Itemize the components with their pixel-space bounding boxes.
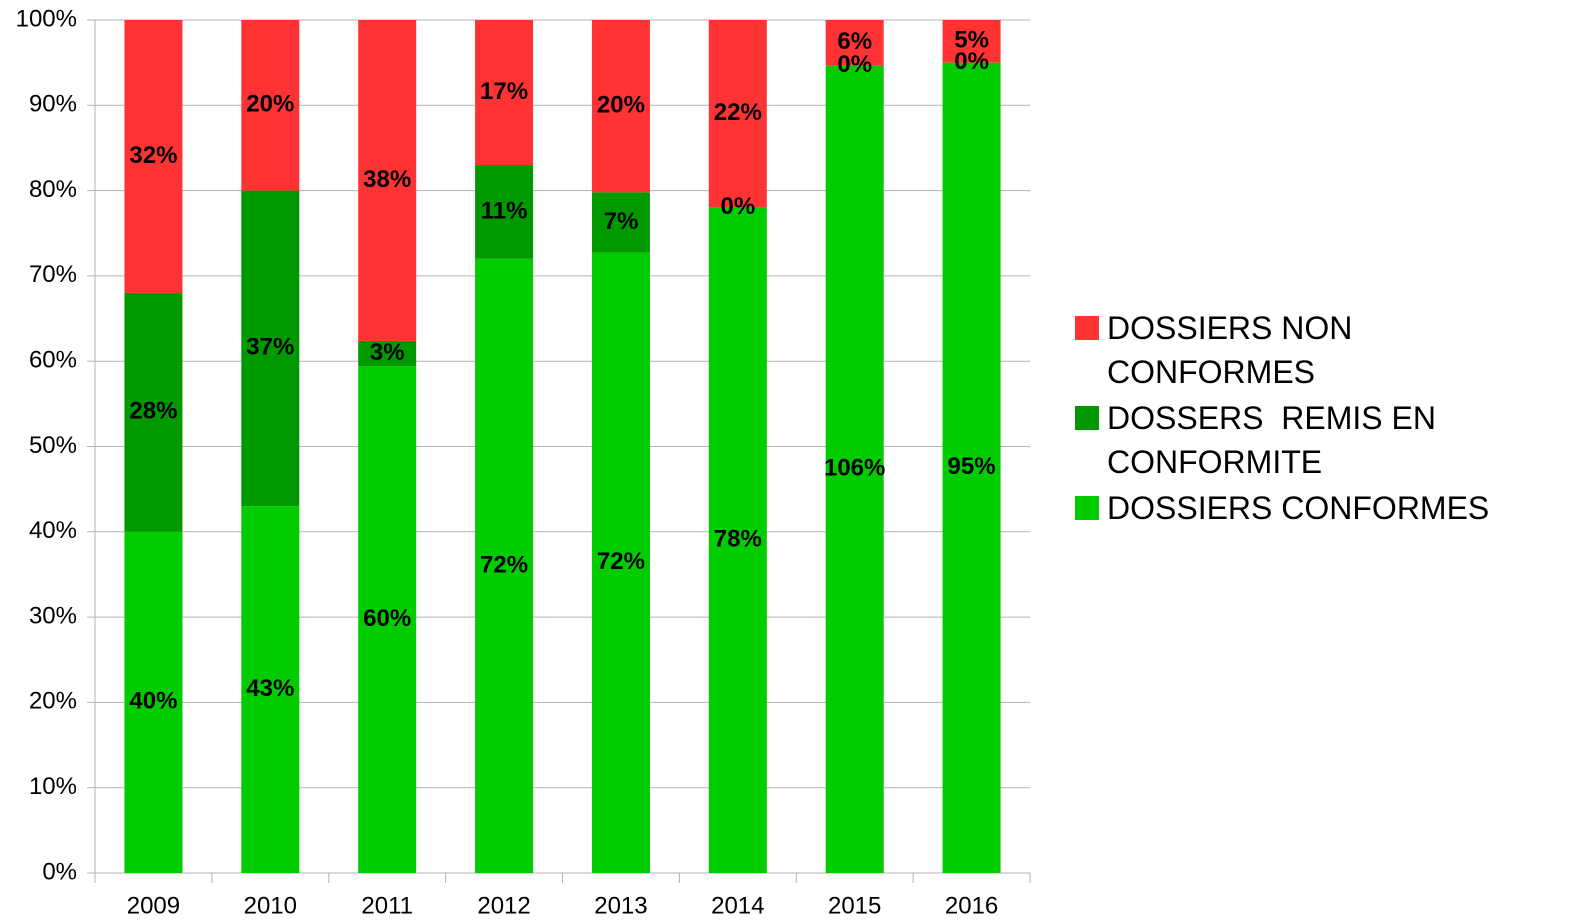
y-tick-label: 30% — [29, 602, 77, 629]
x-tick-label: 2014 — [711, 892, 764, 919]
value-label: 5% — [954, 27, 989, 54]
value-label: 32% — [129, 142, 177, 169]
x-tick-label: 2016 — [945, 892, 998, 919]
bar-segment — [591, 192, 650, 253]
y-tick-label: 50% — [29, 432, 77, 459]
bar-segment — [124, 292, 183, 532]
y-tick-label: 0% — [42, 858, 77, 885]
value-label: 20% — [597, 92, 645, 119]
legend-label: DOSSERS REMIS EN CONFORMITE — [1107, 400, 1445, 480]
y-tick-label: 10% — [29, 773, 77, 800]
value-label: 43% — [246, 675, 294, 702]
legend-label: DOSSIERS NON CONFORMES — [1107, 310, 1362, 390]
x-tick-label: 2009 — [127, 892, 180, 919]
x-tick-label: 2015 — [828, 892, 881, 919]
value-label: 28% — [129, 398, 177, 425]
legend-item: DOSSERS REMIS EN CONFORMITE — [1075, 396, 1555, 484]
value-label: 0% — [720, 193, 755, 220]
x-tick-label: 2012 — [477, 892, 530, 919]
value-label: 72% — [597, 548, 645, 575]
bar-segment — [942, 62, 1001, 873]
value-label: 106% — [824, 455, 885, 482]
bar-segment — [591, 252, 650, 874]
bar-segment — [241, 20, 300, 191]
value-label: 0% — [954, 48, 989, 75]
legend: DOSSIERS NON CONFORMES DOSSERS REMIS EN C… — [1075, 306, 1555, 532]
legend-item: DOSSIERS CONFORMES — [1075, 486, 1555, 530]
bar-segment — [475, 20, 534, 166]
y-tick-label: 40% — [29, 517, 77, 544]
legend-swatch — [1075, 406, 1099, 430]
bar-segment — [708, 20, 767, 208]
value-label: 11% — [481, 197, 528, 224]
value-label: 3% — [370, 339, 405, 366]
value-label: 20% — [246, 91, 294, 118]
y-tick-label: 70% — [29, 261, 77, 288]
y-tick-label: 80% — [29, 176, 77, 203]
x-tick-label: 2011 — [361, 892, 413, 919]
x-tick-label: 2010 — [244, 892, 297, 919]
bar-segment — [825, 20, 884, 66]
bar-segment — [475, 165, 534, 259]
value-label: 95% — [948, 453, 996, 480]
value-label: 17% — [480, 78, 528, 105]
legend-item: DOSSIERS NON CONFORMES — [1075, 306, 1555, 394]
y-tick-label: 100% — [16, 5, 77, 32]
bar-segment — [358, 366, 417, 873]
value-label: 0% — [837, 51, 872, 78]
bar-segment — [241, 506, 300, 873]
bar-segment — [124, 531, 183, 873]
bar-segment — [475, 258, 534, 874]
value-label: 60% — [363, 605, 411, 632]
value-label: 7% — [604, 208, 639, 235]
value-label: 72% — [480, 551, 528, 578]
value-label: 40% — [129, 688, 177, 715]
bar-segment — [708, 207, 767, 873]
x-tick-label: 2013 — [594, 892, 647, 919]
value-label: 6% — [837, 28, 872, 55]
legend-swatch — [1075, 316, 1099, 340]
bar-segment — [358, 20, 417, 341]
bar-segment — [591, 20, 650, 193]
y-tick-label: 20% — [29, 688, 77, 715]
bar-segment — [358, 340, 417, 367]
bar-segment — [825, 65, 884, 874]
legend-label: DOSSIERS CONFORMES — [1107, 490, 1490, 526]
bar-segment — [942, 20, 1001, 63]
value-label: 38% — [363, 166, 411, 193]
y-tick-label: 90% — [29, 91, 77, 118]
value-label: 22% — [714, 99, 762, 126]
bar-segment — [124, 20, 183, 293]
value-label: 78% — [714, 526, 762, 553]
bar-segment — [241, 190, 300, 507]
value-label: 37% — [246, 334, 294, 361]
legend-swatch — [1075, 496, 1099, 520]
y-tick-label: 60% — [29, 347, 77, 374]
